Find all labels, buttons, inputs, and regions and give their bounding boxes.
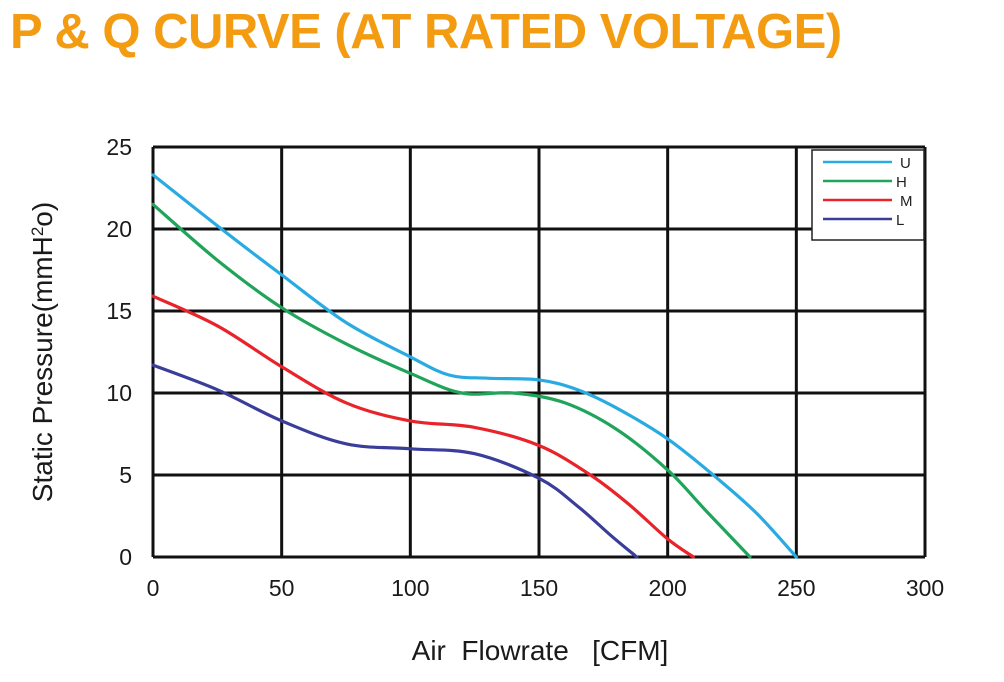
y-axis-label-main: Static Pressure(mmH [27,236,58,502]
legend-label-M: M [900,193,913,210]
x-tick-labels: 0 50 100 150 200 250 300 [147,575,945,601]
y-tick-label-5: 5 [119,462,132,488]
chart-title: P & Q CURVE (AT RATED VOLTAGE) [10,5,842,59]
legend-box [811,149,925,241]
y-tick-label-0: 0 [119,544,132,570]
y-axis-label-superscript: 2 [28,227,47,236]
x-tick-label-150: 150 [520,575,558,601]
grid [151,145,927,559]
legend-label-L: L [896,212,904,229]
y-axis-label-end: o) [27,202,58,227]
series-layer [151,173,798,559]
series-line-L [151,363,639,559]
y-tick-label-10: 10 [106,380,132,406]
y-tick-labels: 0 5 10 15 20 25 [106,134,132,570]
legend-label-U: U [900,155,911,172]
y-axis-label: Static Pressure(mmH2o) [27,202,58,502]
x-tick-label-50: 50 [269,575,295,601]
x-tick-label-0: 0 [147,575,160,601]
legend-label-H: H [896,174,907,191]
y-tick-label-25: 25 [106,134,132,160]
x-axis-label: Air Flowrate [CFM] [412,635,669,666]
series-line-U [151,173,798,559]
x-tick-label-200: 200 [648,575,686,601]
x-tick-label-100: 100 [391,575,429,601]
series-line-M [151,294,695,559]
y-tick-label-15: 15 [106,298,132,324]
series-line-H [151,202,752,559]
y-tick-label-20: 20 [106,216,132,242]
x-tick-label-250: 250 [777,575,815,601]
x-tick-label-300: 300 [906,575,944,601]
